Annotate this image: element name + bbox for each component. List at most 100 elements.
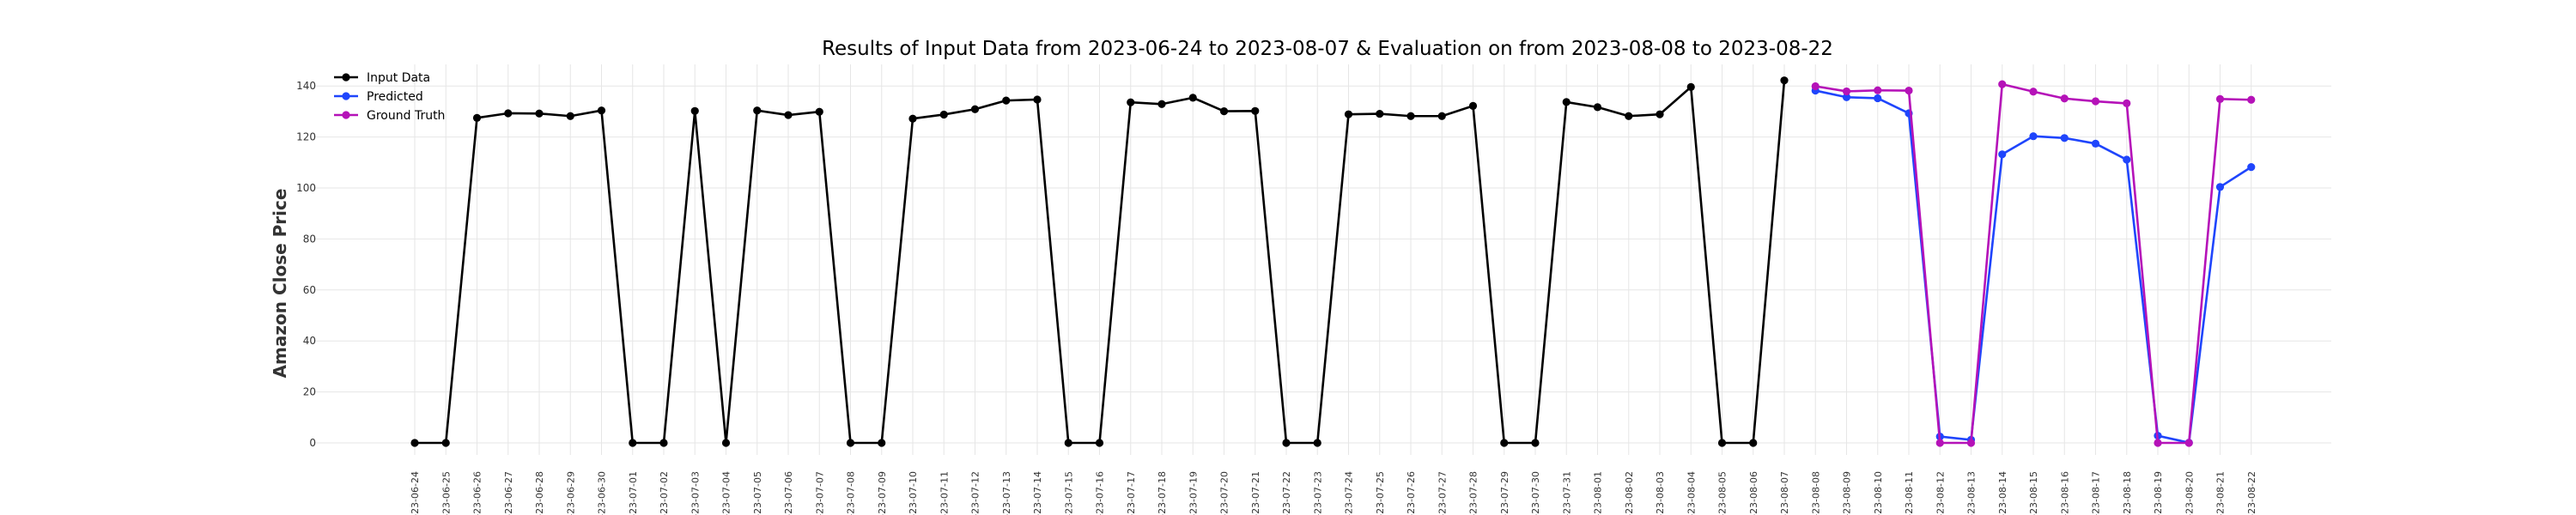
data-point [1717,439,1727,447]
data-point [878,439,886,447]
chart-title: Results of Input Data from 2023-06-24 to… [822,38,1833,60]
data-point [1127,98,1135,106]
data-point [597,106,606,115]
data-point [1033,95,1042,104]
data-point [1468,101,1478,110]
data-point [1344,110,1353,118]
data-point [1251,106,1260,115]
x-tick-label: -23-08-20 [2184,471,2195,515]
legend-item: Ground Truth [334,109,445,123]
x-tick-label: -23-07-11 [939,471,950,515]
x-tick-label: -23-07-20 [1219,471,1230,515]
data-point [1874,94,1882,103]
x-tick-label: -23-08-22 [2246,471,2257,515]
x-tick-label: -23-07-17 [1126,471,1137,515]
data-point [908,114,917,123]
x-tick-label: -23-08-08 [1810,471,1821,515]
data-point [2091,139,2100,148]
data-point [1625,112,1633,120]
x-tick-label: -23-07-02 [659,471,670,515]
x-tick-label: -23-07-27 [1437,471,1448,515]
y-tick-label: 120 [296,131,316,143]
x-tick-label: -23-07-29 [1499,471,1510,515]
data-point [2215,94,2225,103]
data-point [629,439,637,447]
data-point [1842,93,1851,101]
y-axis-label: Amazon Close Price [270,189,290,379]
data-point [2123,155,2131,164]
data-point [1064,439,1072,447]
data-point [659,439,668,447]
data-point [2184,439,2193,447]
x-tick-label: -23-08-13 [1966,471,1978,515]
data-point [1002,96,1011,105]
y-tick-label: 0 [309,437,316,449]
x-tick-label: -23-06-28 [534,471,545,515]
series-ground-truth [1811,80,2256,447]
x-tick-label: -23-06-27 [503,471,514,515]
data-point [2247,163,2256,172]
x-tick-label: -23-08-05 [1717,471,1728,515]
data-point [1157,100,1166,108]
x-tick-label: -23-08-09 [1842,471,1853,515]
data-point [2247,95,2256,104]
data-point [753,106,762,115]
data-point [2123,99,2131,107]
x-tick-label: -23-08-04 [1686,471,1697,515]
x-tick-label: -23-07-22 [1281,471,1292,515]
data-point [1188,94,1197,102]
legend-swatch-marker [342,73,350,82]
data-point [1749,439,1758,447]
data-point [939,110,948,119]
data-point [1437,112,1446,120]
data-point [1593,103,1602,112]
x-tick-label: -23-06-24 [410,471,421,515]
legend-swatch-marker [342,111,350,119]
x-tick-label: -23-08-01 [1593,471,1604,515]
data-point [2060,134,2069,142]
data-point [1562,98,1571,106]
x-tick-label: -23-08-06 [1748,471,1759,515]
data-point [2029,132,2038,141]
x-tick-label: -23-07-21 [1250,471,1261,515]
data-point [2029,88,2038,96]
series-group [410,76,2256,447]
data-point [2091,97,2100,106]
grid [313,64,2331,455]
series-input-data [410,76,1789,447]
x-tick-label: -23-08-03 [1655,471,1666,515]
data-point [1531,439,1540,447]
x-tick-label: -23-07-19 [1188,471,1199,515]
data-point [1656,110,1664,118]
legend-item: Predicted [334,90,423,104]
legend-item: Input Data [334,71,430,85]
x-tick-label: -23-07-31 [1561,471,1572,515]
x-tick-label: -23-07-03 [690,471,701,515]
y-tick-label: 100 [296,182,316,194]
data-point [1966,439,1976,447]
x-tick-label: -23-08-14 [1997,471,2008,515]
data-point [441,439,450,447]
x-tick-label: -23-07-06 [783,471,794,515]
legend-label: Predicted [367,90,423,104]
data-point [1686,82,1695,91]
x-tick-label: -23-06-25 [440,471,452,515]
x-tick-label: -23-07-15 [1063,471,1074,515]
data-point [970,105,980,113]
data-point [535,109,544,118]
data-point [566,112,574,120]
legend-label: Input Data [367,71,430,85]
data-point [1313,439,1321,447]
legend-label: Ground Truth [367,109,445,123]
x-axis-ticks: -23-06-24 -23-06-25 -23-06-26 -23-06-27 -23-… [410,471,2257,515]
data-point [1874,86,1882,94]
y-tick-label: 20 [303,386,316,398]
x-tick-label: -23-06-26 [472,471,483,515]
data-point [1998,150,2007,159]
y-tick-label: 140 [296,80,316,92]
x-tick-label: -23-08-10 [1873,471,1884,515]
x-tick-label: -23-07-30 [1530,471,1541,515]
data-point [410,439,419,447]
x-tick-label: -23-07-23 [1312,471,1323,515]
data-point [1842,87,1851,96]
